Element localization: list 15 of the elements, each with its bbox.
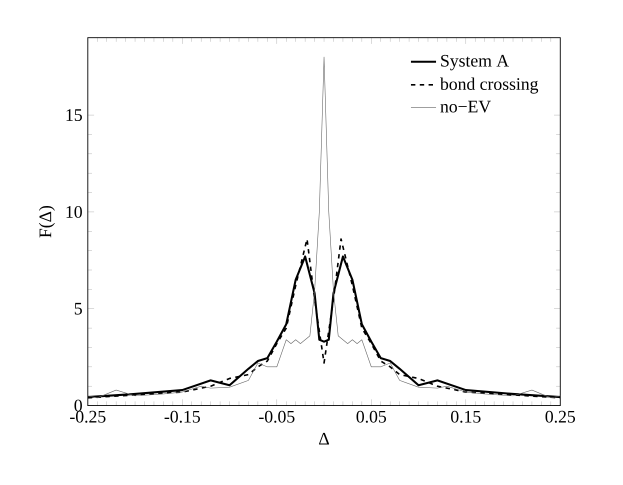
y-tick-label: 10: [66, 206, 82, 218]
x-tick-label: 0.25: [546, 410, 576, 423]
legend-label: bond crossing: [440, 78, 538, 94]
x-tick-label: -0.15: [164, 410, 200, 423]
y-tick-label: 5: [74, 302, 82, 315]
legend-label: no−EV: [440, 100, 491, 113]
x-tick-label: -0.25: [70, 410, 106, 423]
y-tick-label: 0: [74, 400, 82, 412]
x-tick-label: -0.05: [259, 410, 294, 423]
x-tick-label: 0.05: [356, 410, 386, 423]
y-axis-title: F(Δ): [38, 206, 55, 238]
x-tick-label: 0.15: [451, 410, 481, 423]
legend-label: System A: [441, 54, 509, 70]
x-axis-title: Δ: [319, 432, 330, 444]
y-tick-label: 15: [66, 109, 82, 121]
